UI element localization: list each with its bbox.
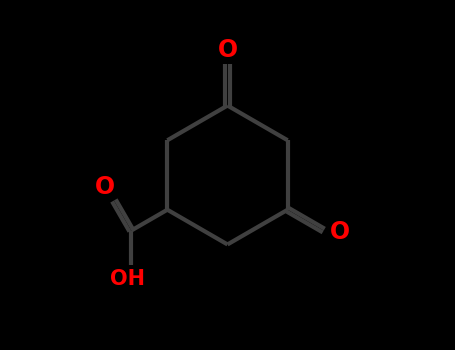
Text: O: O [217, 38, 238, 62]
Text: OH: OH [110, 269, 145, 289]
Text: O: O [95, 175, 115, 199]
Text: O: O [330, 220, 350, 244]
